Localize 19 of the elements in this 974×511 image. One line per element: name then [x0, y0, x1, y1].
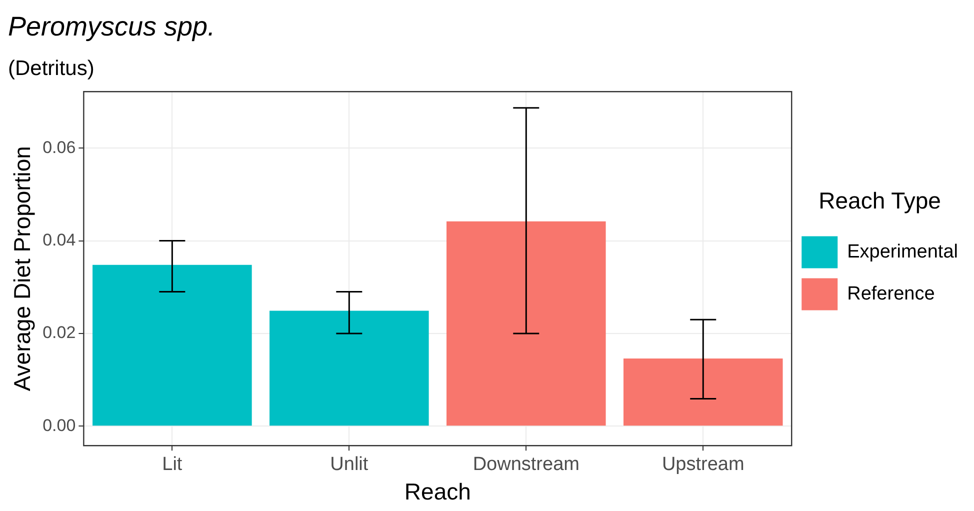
legend-label: Experimental: [847, 242, 958, 263]
y-tick-label: 0.00: [42, 416, 76, 435]
y-axis-title: Average Diet Proportion: [9, 146, 36, 392]
legend-title: Reach Type: [818, 188, 941, 214]
bar: [92, 264, 252, 426]
y-tick-label: 0.04: [42, 230, 76, 250]
y-tick-label: 0.06: [42, 138, 76, 157]
bar: [446, 221, 606, 426]
x-tick-label: Downstream: [472, 454, 580, 476]
bar: [270, 310, 429, 426]
chart-title: Peromyscus spp.: [8, 12, 216, 42]
x-tick-label: Upstream: [662, 454, 744, 476]
x-axis-title: Reach: [404, 478, 471, 505]
chart-subtitle: (Detritus): [8, 56, 94, 80]
x-tick-label: Unlit: [330, 454, 369, 476]
legend-label: Reference: [847, 284, 935, 305]
bar: [623, 358, 783, 426]
x-tick-label: Lit: [162, 454, 183, 476]
y-tick-label: 0.02: [42, 323, 76, 342]
